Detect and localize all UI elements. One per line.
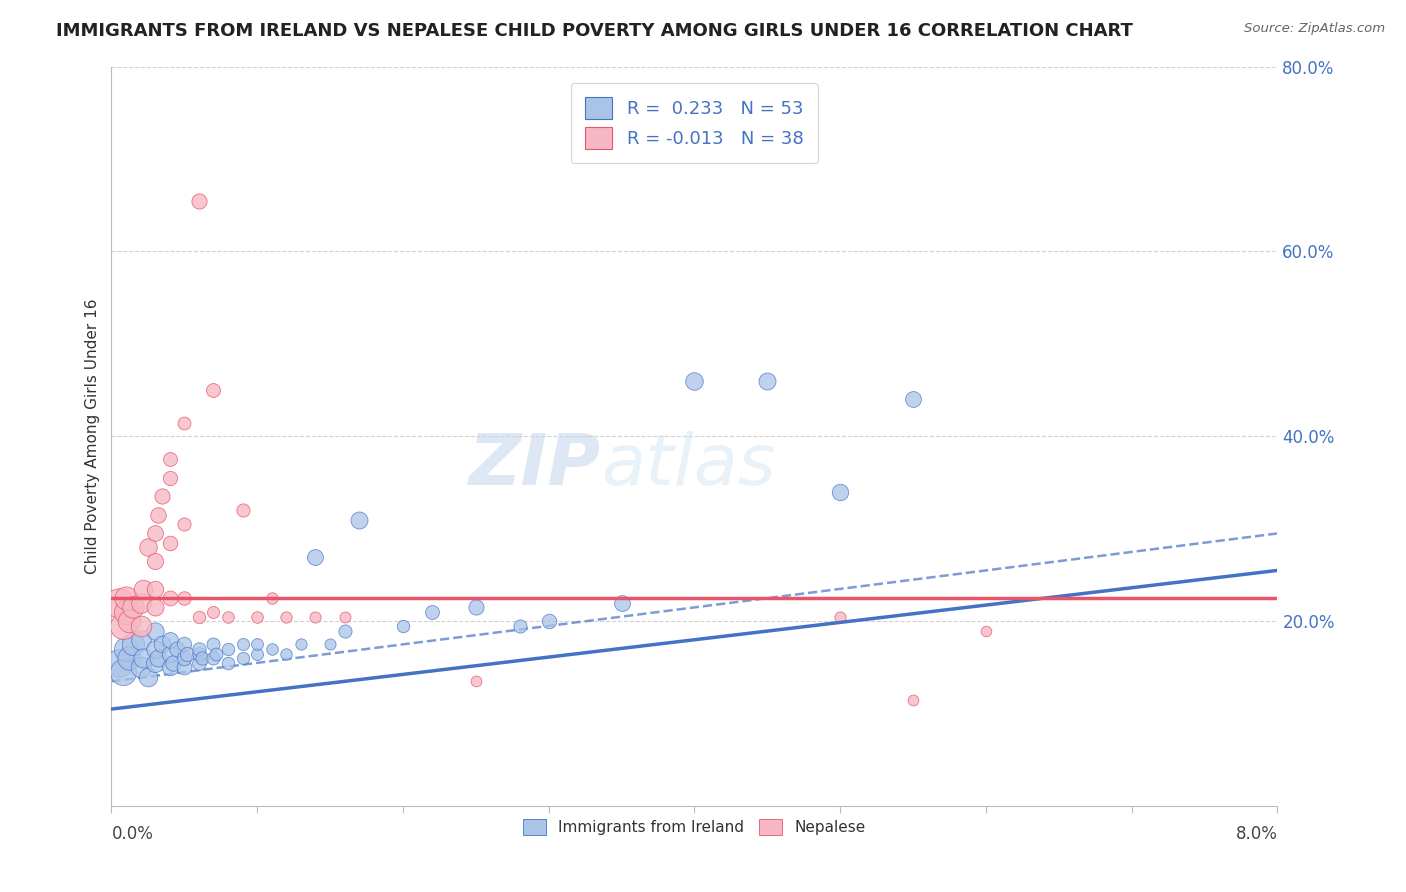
Point (464, 600, 486, 615)
Point (974, 624, 997, 638)
Point (260, 591, 283, 606)
Point (107, 656, 129, 670)
Point (162, 656, 184, 670)
Point (146, 651, 169, 665)
Point (202, 637, 225, 651)
Point (129, 619, 152, 633)
Point (159, 591, 181, 606)
Point (508, 619, 530, 633)
Point (191, 651, 214, 665)
Point (187, 656, 209, 670)
Point (159, 660, 181, 674)
Point (333, 624, 356, 638)
Point (901, 693, 924, 707)
Point (143, 582, 166, 596)
Point (304, 549, 326, 564)
Point (420, 605, 443, 619)
Point (118, 651, 141, 665)
Point (901, 392, 924, 407)
Point (756, 374, 779, 388)
Point (347, 512, 370, 526)
Point (830, 484, 852, 499)
Point (173, 591, 195, 606)
Point (205, 647, 228, 661)
Point (319, 637, 342, 651)
Point (173, 416, 195, 430)
Point (333, 609, 356, 624)
Point (537, 614, 560, 628)
Text: Source: ZipAtlas.com: Source: ZipAtlas.com (1244, 22, 1385, 36)
Point (173, 660, 195, 674)
Point (187, 609, 209, 624)
Point (202, 605, 225, 619)
Point (232, 503, 254, 517)
Text: atlas: atlas (602, 432, 776, 500)
Point (159, 471, 181, 485)
Point (107, 596, 129, 610)
Point (143, 526, 166, 541)
Point (610, 596, 633, 610)
Point (217, 656, 239, 670)
Point (187, 194, 209, 208)
Point (173, 651, 195, 665)
Point (276, 647, 298, 661)
Point (129, 660, 152, 674)
Point (159, 452, 181, 467)
Text: 0.0%: 0.0% (111, 824, 153, 843)
Point (217, 609, 239, 624)
Point (173, 637, 195, 651)
Point (132, 651, 155, 665)
Legend: Immigrants from Ireland, Nepalese: Immigrants from Ireland, Nepalese (516, 812, 873, 843)
Point (173, 517, 195, 532)
Point (143, 554, 166, 568)
Point (232, 651, 254, 665)
Point (159, 647, 181, 661)
Point (392, 619, 415, 633)
Point (143, 600, 166, 615)
Point (122, 600, 145, 615)
Point (202, 383, 225, 397)
Point (246, 637, 269, 651)
Point (217, 642, 239, 657)
Text: ZIP: ZIP (468, 432, 602, 500)
Point (115, 642, 138, 657)
Point (129, 596, 152, 610)
Point (115, 591, 138, 606)
Text: 8.0%: 8.0% (1236, 824, 1278, 843)
Point (122, 637, 145, 651)
Point (232, 637, 254, 651)
Point (143, 642, 166, 657)
Point (187, 647, 209, 661)
Point (683, 374, 706, 388)
Point (152, 490, 174, 504)
Point (159, 535, 181, 549)
Point (118, 614, 141, 628)
Point (136, 541, 159, 555)
Point (187, 642, 209, 657)
Y-axis label: Child Poverty Among Girls Under 16: Child Poverty Among Girls Under 16 (86, 299, 100, 574)
Point (260, 642, 283, 657)
Point (246, 609, 269, 624)
Point (166, 642, 188, 657)
Point (143, 624, 166, 638)
Point (112, 665, 135, 679)
Point (176, 647, 198, 661)
Point (830, 609, 852, 624)
Point (132, 582, 155, 596)
Point (246, 647, 269, 661)
Point (143, 656, 166, 670)
Point (152, 637, 174, 651)
Point (290, 637, 312, 651)
Point (276, 609, 298, 624)
Point (146, 508, 169, 522)
Point (464, 674, 486, 689)
Text: IMMIGRANTS FROM IRELAND VS NEPALESE CHILD POVERTY AMONG GIRLS UNDER 16 CORRELATI: IMMIGRANTS FROM IRELAND VS NEPALESE CHIL… (56, 22, 1133, 40)
Point (159, 632, 181, 647)
Point (129, 632, 152, 647)
Point (202, 651, 225, 665)
Point (136, 670, 159, 684)
Point (112, 619, 135, 633)
Point (304, 609, 326, 624)
Point (115, 605, 138, 619)
